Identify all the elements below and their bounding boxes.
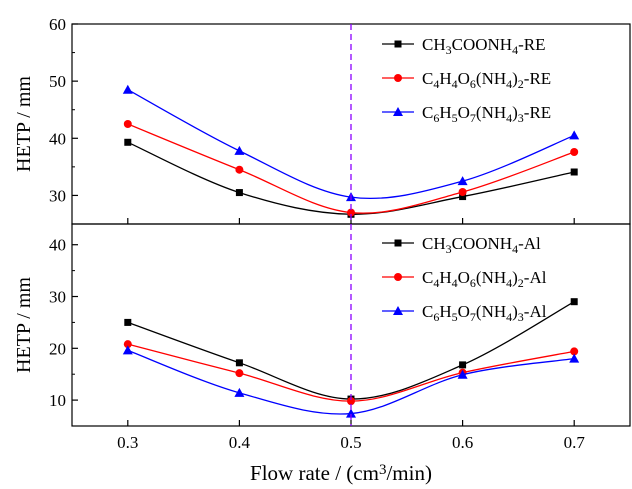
y-tick-label: 30 [49,288,66,307]
data-point [235,165,244,174]
series-curve [127,343,575,402]
data-point [346,408,356,418]
data-point [235,359,243,367]
data-point [122,345,133,355]
data-point [123,120,132,128]
y-tick-label: 50 [49,72,66,91]
legend-marker [394,239,402,247]
data-point [570,347,579,356]
y-axis-label-top: HETP / mm [13,76,35,172]
data-point [457,176,468,186]
x-tick-label: 0.6 [452,433,473,452]
legend-bottom: CH3COONH4-Al C4H4O6(NH4)2-Al C6H5O7(NH4)3-… [382,234,547,324]
legend-entry: C6H5O7(NH4)3-RE [422,103,551,125]
data-point [235,189,243,197]
series-bottom-2 [122,345,580,418]
data-point [234,387,245,397]
legend-top: CH3COONH4-RE C4H4O6(NH4)2-RE C6H5O7(NH4)3-… [382,35,551,125]
x-tick-label: 0.7 [564,433,586,452]
y-tick-label: 40 [49,129,66,148]
legend-marker [393,107,403,116]
y-axis-label-bottom: HETP / mm [13,277,35,373]
legend-entry: C4H4O6(NH4)2-RE [422,69,551,91]
legend-entry: CH3COONH4-Al [422,234,541,256]
series-top-1 [123,120,579,217]
data-point [123,340,132,349]
data-point [570,148,579,156]
data-point [457,369,468,379]
x-tick-label: 0.5 [340,433,361,452]
y-tick-label: 30 [49,186,66,205]
panel-bottom: 10 20 30 40 0.3 0.4 0.5 0.6 0.7 HETP / mm Flow rat… [13,223,631,485]
data-point [570,168,578,176]
legend-marker [394,40,402,48]
data-point [459,193,467,201]
data-point [347,208,355,217]
y-tick-label: 40 [49,236,66,255]
x-tick-label: 0.3 [117,433,138,452]
legend-entry: C6H5O7(NH4)3-Al [422,302,547,324]
data-point [234,145,245,155]
data-point [124,138,132,146]
panel-top: 30 40 50 60 HETP / mm CH3COONH4-RE C4H4O6(NH4)… [13,15,631,225]
data-point [347,397,355,406]
x-tick-label: 0.4 [229,433,251,452]
legend-marker [393,306,403,315]
data-point [458,188,467,196]
data-point [570,298,578,306]
data-point [235,369,244,378]
legend-marker [394,273,402,281]
y-tick-label: 20 [49,339,66,358]
data-point [122,84,133,94]
legend-entry: CH3COONH4-RE [422,35,545,57]
x-axis-label: Flow rate / (cm3/min) [250,461,432,485]
data-point [569,353,580,363]
legend-entry: C4H4O6(NH4)2-Al [422,268,547,290]
series-top-2 [122,84,580,202]
y-tick-label: 10 [49,391,66,410]
data-point [459,361,467,369]
y-tick-label: 60 [49,15,66,34]
data-point [124,318,132,326]
legend-marker [394,74,402,82]
data-point [569,130,580,140]
